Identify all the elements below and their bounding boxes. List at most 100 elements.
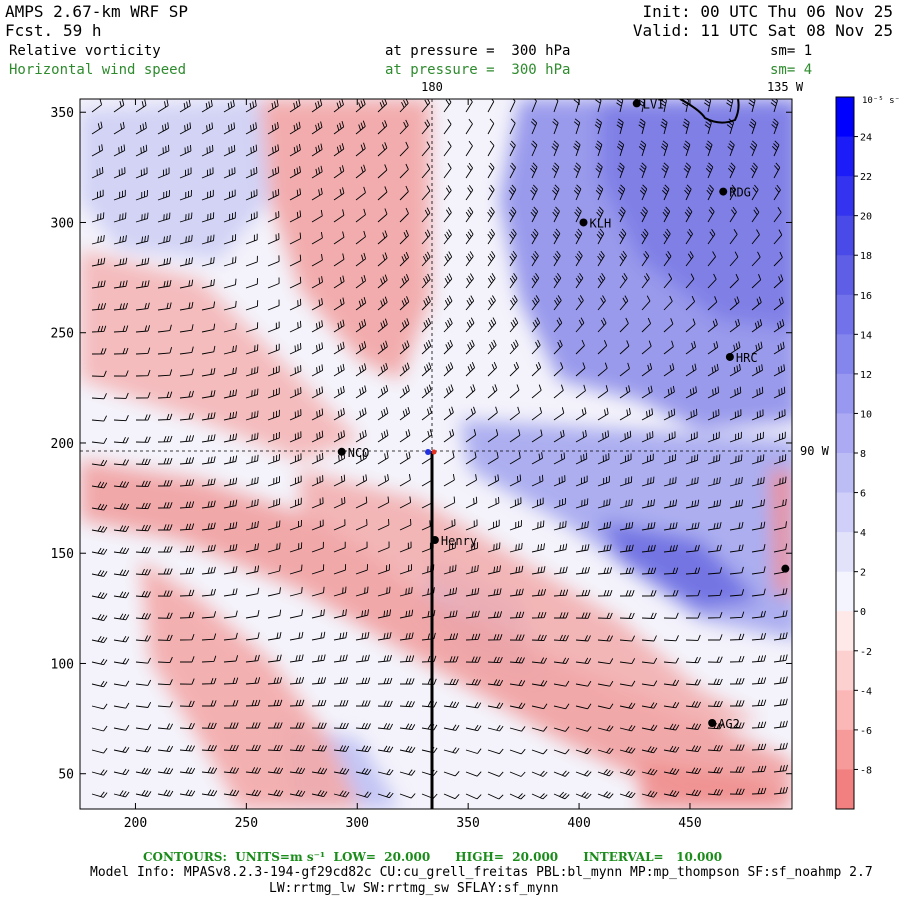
wind-barb	[685, 767, 702, 775]
wind-barb	[135, 458, 151, 465]
wind-barb	[135, 612, 152, 620]
wind-barb	[443, 656, 459, 663]
wind-barb	[355, 99, 366, 113]
wind-barb	[223, 699, 239, 707]
wind-barb	[531, 362, 542, 377]
wind-barb	[509, 250, 517, 267]
wind-barb	[113, 392, 129, 399]
wind-barb	[641, 567, 657, 575]
wind-barb	[531, 543, 545, 553]
colorbar-tick-label: 6	[860, 489, 866, 500]
wind-barb	[619, 499, 633, 509]
wind-barb	[509, 118, 516, 135]
wind-barb	[773, 319, 785, 333]
station-label: KLH	[590, 216, 612, 230]
wind-barb	[707, 431, 720, 443]
wind-barb	[641, 522, 656, 531]
wind-barb	[135, 167, 148, 179]
wind-barb	[267, 99, 279, 113]
station-label: AG2	[718, 717, 740, 731]
wind-barb	[707, 386, 720, 399]
wind-barb	[660, 140, 669, 157]
wind-barb	[641, 612, 657, 619]
colorbar-swatch	[836, 729, 854, 770]
wind-barb	[201, 456, 216, 465]
wind-barb	[421, 163, 431, 179]
wind-barb	[355, 120, 366, 135]
wind-barb	[595, 140, 603, 157]
wind-barb	[575, 544, 590, 553]
wind-barb	[311, 654, 326, 663]
wind-barb	[443, 793, 460, 800]
wind-barb	[289, 254, 302, 267]
wind-barb	[377, 362, 388, 377]
wind-barb	[179, 745, 196, 752]
wind-barb	[135, 414, 151, 421]
wind-barb	[289, 365, 302, 377]
wind-barb	[333, 165, 345, 179]
wind-barb	[201, 500, 216, 509]
colorbar-swatch	[836, 611, 854, 652]
wind-barb	[135, 679, 152, 686]
wind-barb	[399, 518, 412, 531]
wind-barb	[179, 523, 195, 531]
wind-barb	[135, 635, 152, 642]
wind-barb	[399, 229, 409, 245]
wind-barb	[773, 364, 786, 377]
wind-barb	[530, 118, 538, 135]
wind-barb	[730, 700, 745, 707]
wind-barb	[245, 322, 259, 333]
wind-barb	[751, 454, 765, 465]
wind-barb	[223, 234, 237, 245]
wind-barb	[157, 568, 173, 575]
wind-barb	[179, 346, 194, 355]
wind-barb	[201, 677, 217, 685]
wind-barb	[751, 588, 766, 597]
wind-barb	[377, 791, 394, 799]
wind-barb	[311, 609, 325, 619]
wind-barb	[421, 99, 431, 113]
wind-barb	[113, 121, 125, 135]
wind-barb	[659, 99, 667, 113]
wind-barb	[157, 167, 170, 179]
wind-barb	[443, 771, 460, 777]
wind-barb	[619, 273, 628, 289]
wind-barb	[333, 253, 345, 267]
wind-barb	[530, 228, 539, 245]
wind-barb	[751, 386, 764, 399]
wind-barb	[201, 345, 216, 355]
wind-barb	[773, 207, 782, 223]
wind-barb	[157, 413, 173, 421]
wind-barb	[135, 325, 151, 333]
wind-barb	[267, 454, 280, 465]
wind-barb	[179, 368, 194, 377]
wind-barb	[113, 302, 128, 311]
wind-barb	[597, 340, 608, 355]
colorbar-swatch	[836, 136, 854, 177]
wind-barb	[684, 184, 692, 201]
wind-barb	[289, 143, 301, 157]
wind-barb	[773, 786, 788, 795]
wind-barb	[683, 140, 691, 157]
wind-barb	[311, 497, 324, 509]
wind-barb	[91, 525, 108, 533]
wind-barb	[267, 744, 283, 752]
wind-barb	[553, 703, 570, 710]
wind-barb	[619, 768, 636, 776]
wind-barb	[311, 187, 323, 201]
wind-barb	[202, 700, 217, 707]
wind-barb	[751, 632, 767, 641]
wind-barb	[729, 788, 745, 795]
wind-barb	[595, 184, 604, 201]
wind-barb	[333, 654, 348, 663]
wind-barb	[245, 543, 259, 553]
wind-barb	[91, 680, 108, 688]
wind-barb	[509, 771, 526, 777]
wind-barb	[553, 520, 567, 531]
wind-barb	[135, 212, 149, 223]
wind-barb	[267, 654, 282, 663]
wind-barb	[267, 299, 280, 311]
wind-barb	[641, 544, 656, 553]
wind-barb	[508, 206, 517, 223]
wind-barb	[245, 587, 260, 597]
